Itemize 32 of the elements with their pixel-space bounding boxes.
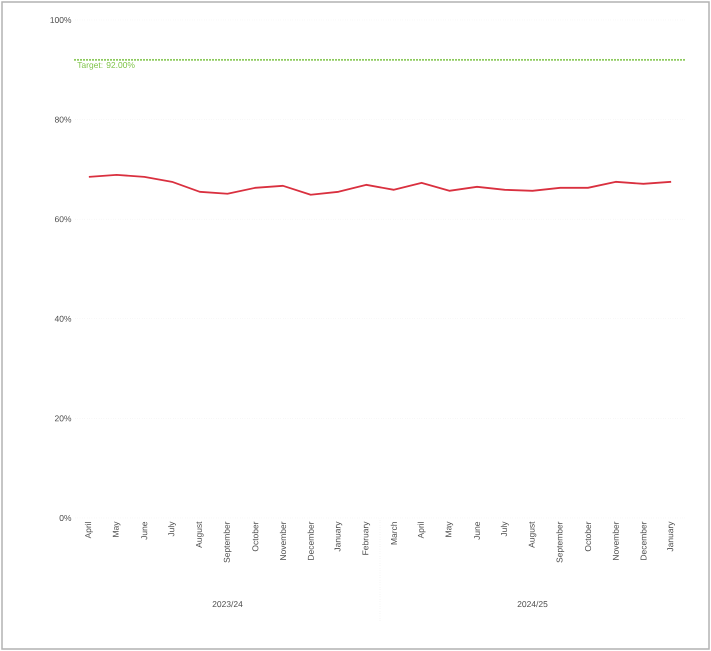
x-tick-label: May xyxy=(112,522,120,537)
x-tick-label: July xyxy=(168,522,176,536)
ref-line-label: Target: 92.00% xyxy=(77,62,135,70)
x-tick-label: December xyxy=(308,522,314,560)
x-tick-label: August xyxy=(196,522,204,548)
x-tick-label: August xyxy=(528,522,536,548)
y-tick-label: 0% xyxy=(60,514,72,521)
x-tick-label: January xyxy=(667,522,675,552)
x-tick-label: July xyxy=(500,522,509,536)
x-tick-label: June xyxy=(474,522,480,540)
x-tick-label: April xyxy=(84,522,93,538)
x-tick-label: September xyxy=(556,522,564,563)
x-tick-label: December xyxy=(640,522,647,560)
line-series xyxy=(88,174,672,196)
y-tick-label: 40% xyxy=(54,316,72,322)
x-tick-label: February xyxy=(362,522,370,555)
text: 2024/25 xyxy=(518,600,548,608)
y-tick-label: 100% xyxy=(50,16,72,23)
x-tick-label: April xyxy=(418,522,426,538)
y-tick-label: 80% xyxy=(54,116,72,123)
x-tick-label: January xyxy=(334,522,342,552)
x-tick-label: September xyxy=(224,522,232,563)
x-tick-label: November xyxy=(280,522,286,560)
x-tick-label: November xyxy=(612,522,619,560)
x-tick-label: May xyxy=(446,522,454,537)
text: 2023/24 xyxy=(212,600,243,608)
y-tick-label: 60% xyxy=(54,216,72,222)
y-tick-label: 20% xyxy=(54,415,72,422)
x-tick-label: March xyxy=(390,522,397,544)
x-tick-label: October xyxy=(584,522,592,552)
x-tick-label: June xyxy=(141,522,148,540)
x-tick-label: October xyxy=(252,522,258,552)
